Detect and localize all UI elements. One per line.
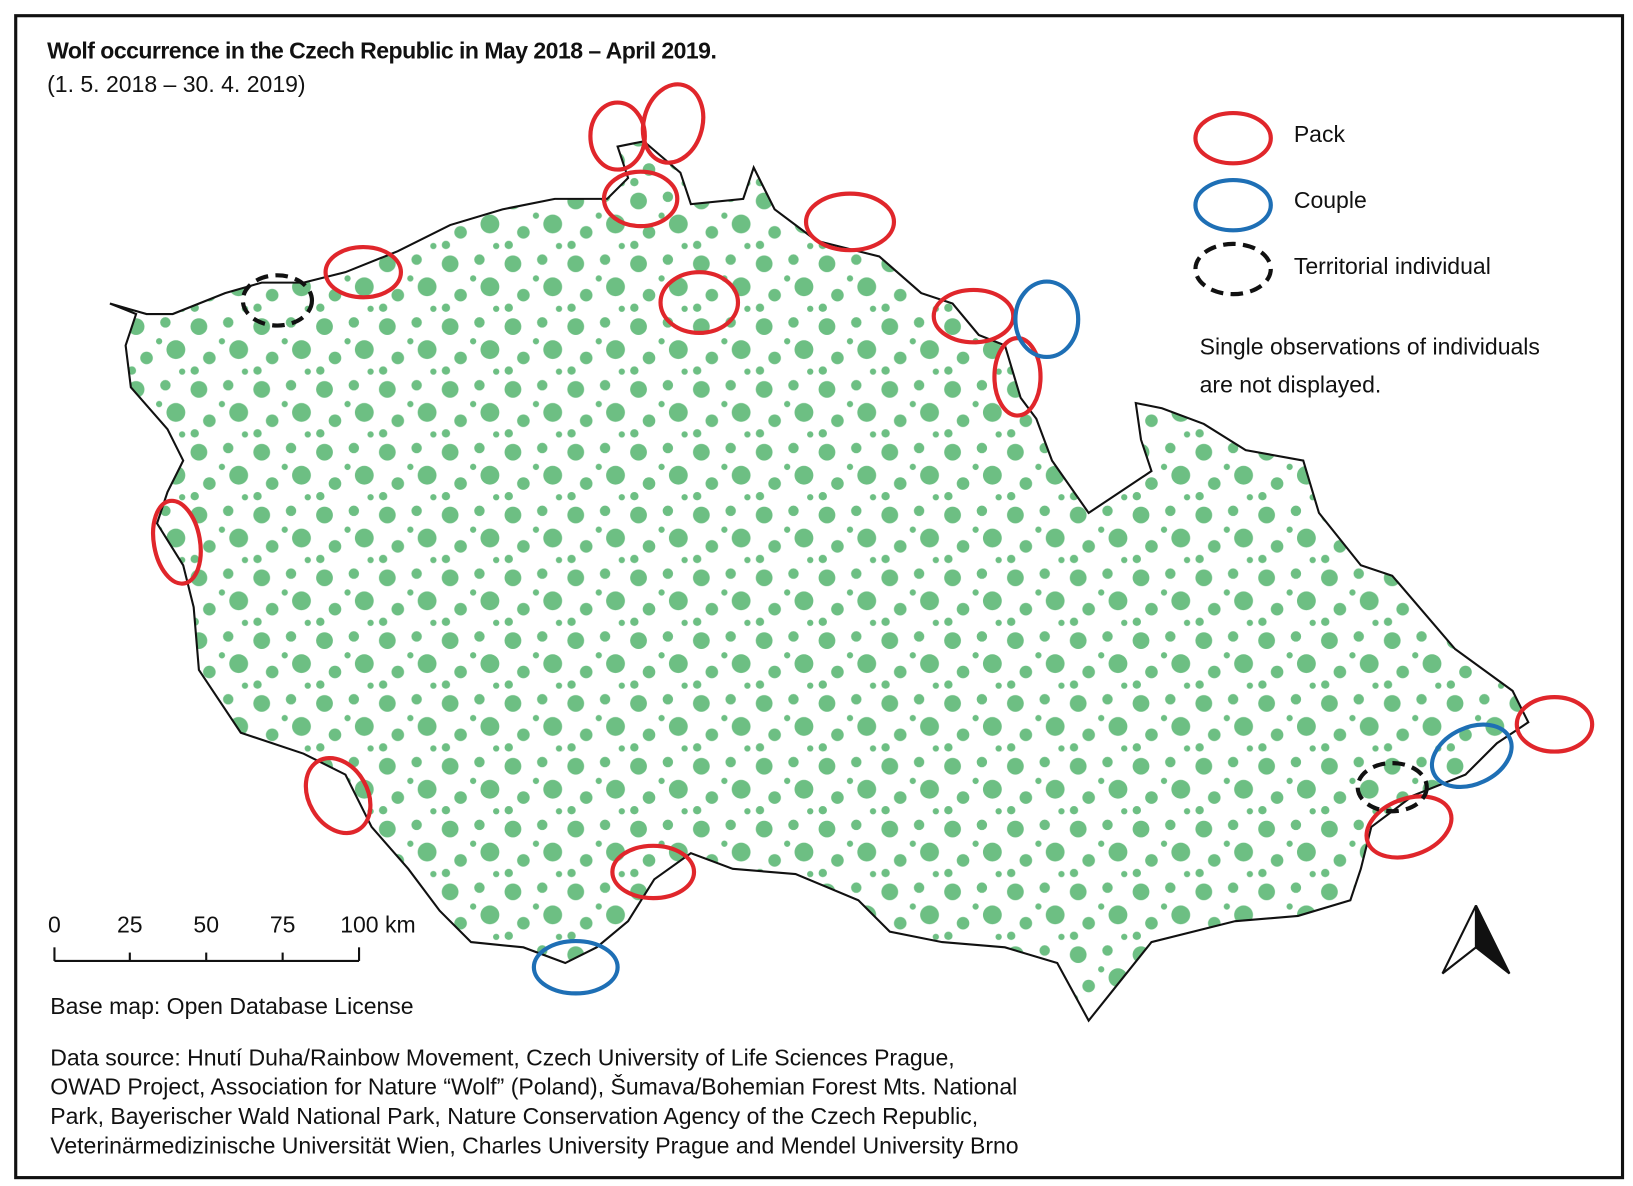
- data-source: OWAD Project, Association for Nature “Wo…: [50, 1073, 1017, 1100]
- territorial-individual: [240, 273, 315, 328]
- pack: [601, 169, 680, 229]
- pack: [588, 100, 647, 172]
- scale-label: 75: [270, 911, 296, 937]
- occurrences: [151, 82, 1595, 996]
- scale-bar: [53, 947, 361, 962]
- pack: [151, 498, 203, 586]
- north-arrow-right: [1474, 905, 1511, 975]
- pack: [610, 843, 697, 901]
- pack: [658, 270, 741, 335]
- frame: [14, 14, 1625, 1180]
- title: Wolf occurrence in the Czech Republic in…: [47, 37, 716, 63]
- legend-label: Pack: [1294, 121, 1346, 147]
- territorial-individual: [1355, 761, 1429, 814]
- data-source: Data source: Hnutí Duha/Rainbow Movement…: [50, 1044, 954, 1070]
- pack: [1514, 695, 1595, 754]
- pack: [931, 287, 1016, 345]
- pack: [303, 756, 373, 836]
- legend-pack-symbol: [1193, 110, 1273, 166]
- base-map-credit: Base map: Open Database License: [50, 993, 413, 1019]
- scale-label: 0: [48, 911, 61, 937]
- pack: [1364, 794, 1454, 860]
- scale-label: 50: [193, 911, 219, 937]
- data-source: Park, Bayerischer Wald National Park, Na…: [50, 1103, 978, 1129]
- north-arrow-left: [1441, 905, 1478, 975]
- legend-note: Single observations of individuals: [1200, 334, 1540, 360]
- couple: [531, 938, 620, 996]
- scale-label: 100 km: [340, 911, 415, 937]
- pack: [640, 82, 706, 165]
- data-source: Veterinärmedizinische Universität Wien, …: [50, 1132, 1018, 1158]
- country: [109, 140, 1530, 1023]
- couple: [1429, 722, 1514, 790]
- legend-couple-symbol: [1193, 177, 1273, 233]
- pack: [323, 244, 404, 300]
- legend-individual-symbol: [1193, 241, 1273, 297]
- legend-note: are not displayed.: [1200, 371, 1382, 397]
- subtitle: (1. 5. 2018 – 30. 4. 2019): [47, 71, 305, 97]
- legend-label: Couple: [1294, 187, 1367, 213]
- north-arrow: [1441, 905, 1511, 975]
- legend-label: Territorial individual: [1294, 253, 1491, 279]
- couple: [1013, 279, 1081, 360]
- scale-label: 25: [117, 911, 143, 937]
- pack: [803, 191, 897, 253]
- legend: Pack Couple Territorial individual Singl…: [1193, 110, 1540, 397]
